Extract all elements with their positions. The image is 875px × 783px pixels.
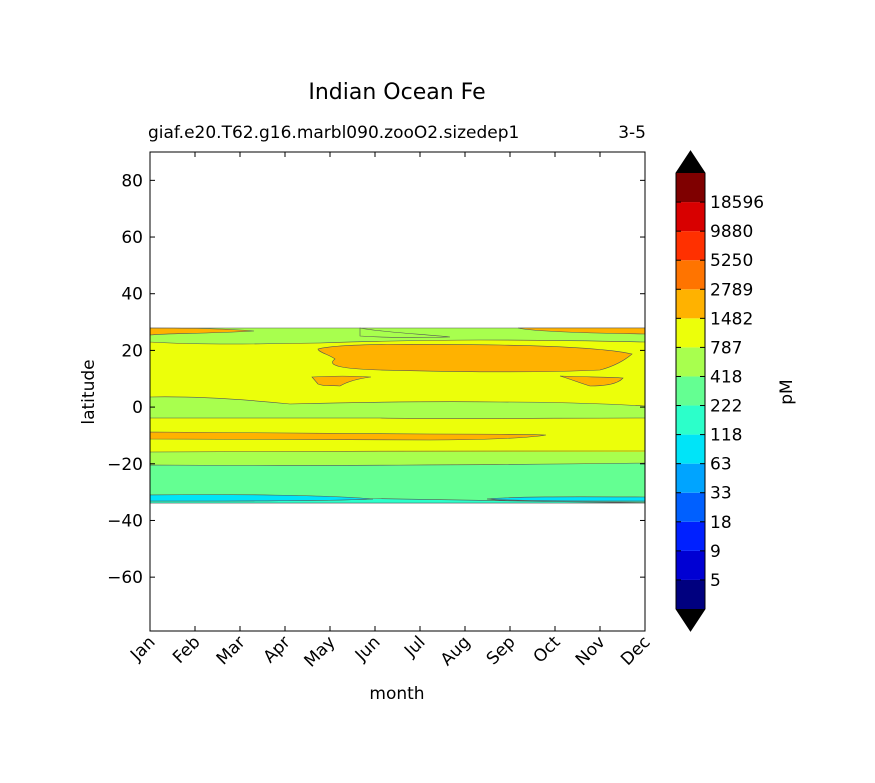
contour-band-2789-right-blob <box>559 375 624 387</box>
contour-band-418 <box>150 452 645 467</box>
colorbar-tick-label: 18 <box>710 513 732 533</box>
x-tick-label: Dec <box>617 632 654 669</box>
contour-band-2789-north-west <box>150 327 255 336</box>
x-tick-label: Jun <box>351 632 385 666</box>
y-tick-label: 0 <box>132 398 143 418</box>
x-tick-label: Jan <box>126 632 159 665</box>
contour-band-63-south-west <box>150 494 374 502</box>
y-tick-label: 20 <box>121 341 143 361</box>
x-tick-label: May <box>301 632 340 671</box>
colorbar-tick-label: 5 <box>710 571 721 591</box>
colorbar-band <box>676 492 705 522</box>
colorbar-band <box>676 173 705 203</box>
colorbar-band <box>676 260 705 290</box>
chart-subtitle-right: 3-5 <box>618 123 646 143</box>
contour-fill <box>150 327 645 504</box>
colorbar-tick-label: 418 <box>710 367 742 387</box>
colorbar-band <box>676 463 705 493</box>
y-axis-label: latitude <box>79 359 99 424</box>
colorbar-frame <box>675 150 706 632</box>
colorbar-band <box>676 521 705 551</box>
colorbar-band <box>676 376 705 406</box>
colorbar-tick-label: 9 <box>710 542 721 562</box>
colorbar: 5 9 18 33 63 118 222 418 787 1482 2789 5250 9880 1859… <box>675 150 764 632</box>
x-tick-label: Feb <box>169 632 204 667</box>
colorbar-band <box>676 550 705 580</box>
x-tick-label: Nov <box>572 632 610 670</box>
x-tick-label: Oct <box>530 632 565 667</box>
y-axis: 80 60 40 20 0 −20 −40 −60 <box>107 171 645 588</box>
y-tick-label: 60 <box>121 228 143 248</box>
colorbar-band <box>676 289 705 319</box>
colorbar-extend-min <box>676 609 705 631</box>
x-tick-label: Aug <box>437 632 475 670</box>
colorbar-tick-label: 2789 <box>710 280 753 300</box>
colorbar-tick-label: 787 <box>710 338 742 358</box>
colorbar-tick-label: 18596 <box>710 193 764 213</box>
contour-band-222 <box>150 462 645 504</box>
x-tick-label: Apr <box>260 632 295 667</box>
colorbar-band <box>676 202 705 232</box>
contour-band-787-north-patch <box>359 327 451 338</box>
y-tick-label: −20 <box>107 455 143 475</box>
colorbar-band <box>676 579 705 609</box>
colorbar-tick-label: 63 <box>710 455 732 475</box>
colorbar-tick-label: 1482 <box>710 309 753 329</box>
colorbar-extend-max <box>676 151 705 173</box>
colorbar-band <box>676 347 705 377</box>
y-tick-label: −40 <box>107 511 143 531</box>
colorbar-band <box>676 318 705 348</box>
chart-title: Indian Ocean Fe <box>308 80 485 105</box>
plot-frame <box>149 151 646 632</box>
contour-band-787-equator <box>150 396 645 419</box>
x-axis-label: month <box>369 684 424 704</box>
contour-band-2789-core <box>317 343 633 373</box>
y-tick-label: 80 <box>121 171 143 191</box>
y-tick-label: 40 <box>121 285 143 305</box>
contour-band-63-south-east <box>486 496 645 502</box>
colorbar-band <box>676 434 705 464</box>
colorbar-label: pM <box>777 379 797 404</box>
colorbar-tick-label: 118 <box>710 426 742 446</box>
contour-edge-418 <box>150 450 645 453</box>
colorbar-tick-label: 33 <box>710 484 732 504</box>
colorbar-tick-label: 222 <box>710 397 742 417</box>
y-tick-label: −60 <box>107 568 143 588</box>
colorbar-tick-label: 5250 <box>710 251 753 271</box>
x-tick-label: Mar <box>213 632 250 669</box>
colorbar-band <box>676 405 705 435</box>
x-tick-label: Sep <box>483 632 520 669</box>
x-tick-label: Jul <box>400 632 429 661</box>
chart-subtitle-left: giaf.e20.T62.g16.marbl090.zooO2.sizedep1 <box>148 123 519 143</box>
contour-band-2789-left-blob <box>311 375 372 387</box>
colorbar-band <box>676 231 705 261</box>
colorbar-tick-label: 9880 <box>710 222 753 242</box>
